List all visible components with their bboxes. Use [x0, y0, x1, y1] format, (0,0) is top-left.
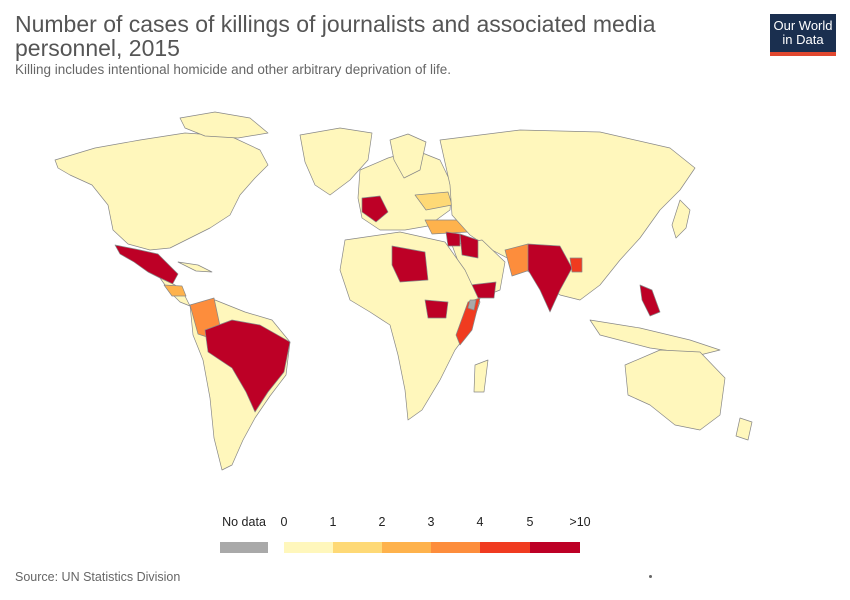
- footer-dot: [649, 575, 652, 578]
- region-africa: [339, 231, 481, 421]
- region-pakistan: [504, 243, 531, 277]
- region-australia: [624, 349, 726, 431]
- region-scandinavia: [389, 133, 427, 179]
- region-asia: [439, 129, 696, 301]
- region-north-america: [54, 132, 269, 251]
- source-note[interactable]: Source: UN Statistics Division: [15, 570, 181, 584]
- region-south-sudan: [424, 299, 449, 319]
- region-new-zealand: [735, 417, 753, 441]
- owid-logo[interactable]: Our World in Data: [770, 14, 836, 56]
- region-bangladesh: [569, 257, 583, 273]
- region-philippines: [639, 284, 661, 317]
- region-no-data-africa: [467, 299, 477, 311]
- logo-line-2: in Data: [782, 32, 824, 47]
- region-iraq: [459, 233, 479, 259]
- region-france: [361, 195, 389, 223]
- region-cuba: [177, 261, 213, 273]
- region-indonesia: [589, 319, 721, 356]
- region-mexico: [114, 244, 179, 286]
- region-arctic-islands: [179, 111, 269, 139]
- region-honduras: [163, 284, 187, 297]
- region-madagascar: [473, 359, 489, 393]
- region-syria: [445, 231, 461, 247]
- chart-title: Number of cases of killings of journalis…: [15, 11, 656, 61]
- region-libya: [391, 245, 429, 283]
- region-greenland: [299, 127, 373, 196]
- logo-line-1: Our World: [773, 18, 833, 33]
- chart-subtitle: Killing includes intentional homicide an…: [15, 62, 451, 77]
- region-brazil: [204, 319, 291, 413]
- region-india: [527, 243, 573, 313]
- region-japan: [671, 199, 691, 239]
